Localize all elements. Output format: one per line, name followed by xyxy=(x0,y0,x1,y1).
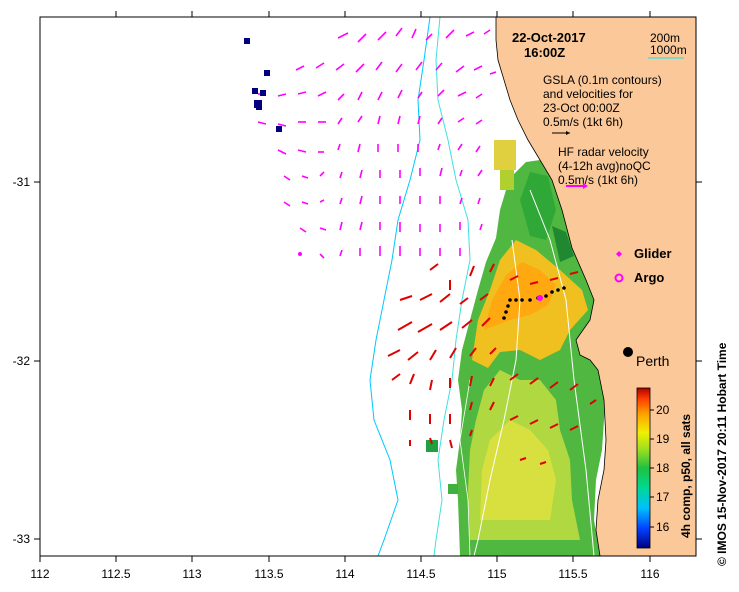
colorbar-ticks xyxy=(650,409,654,528)
y-tick-label: -32 xyxy=(13,354,31,368)
axis-ticks xyxy=(34,11,702,562)
gsla-vectors xyxy=(387,263,597,465)
x-tick-label: 115.5 xyxy=(558,567,587,581)
sst-field xyxy=(426,140,606,556)
perth-label: Perth xyxy=(636,353,669,369)
glider-legend-marker xyxy=(616,251,622,257)
credit-label: © IMOS 15-Nov-2017 20:11 Hobart Time xyxy=(715,342,729,566)
gsla-contour xyxy=(473,239,521,556)
gsla-legend-line: 0.5m/s (1kt 6h) xyxy=(543,115,623,129)
gsla-legend-line: GSLA (0.1m contours) xyxy=(543,73,662,87)
gsla-contour xyxy=(459,379,471,556)
x-tick-label: 115 xyxy=(487,567,506,581)
colorbar-tick-label: 20 xyxy=(656,403,670,417)
colorbar-tick-label: 16 xyxy=(656,520,670,534)
hf-legend-arrow xyxy=(566,183,588,189)
x-tick-label: 114 xyxy=(335,567,354,581)
y-tick-label: -33 xyxy=(13,532,31,546)
x-tick-label: 112.5 xyxy=(101,567,130,581)
perth-marker xyxy=(623,347,633,357)
hf-legend-line: HF radar velocity xyxy=(558,145,649,159)
colorbar xyxy=(636,387,651,549)
isobath-1000-label: 1000m xyxy=(650,43,687,57)
date-label: 22-Oct-2017 xyxy=(512,30,586,45)
isobath-200m xyxy=(369,17,431,556)
time-label: 16:00Z xyxy=(524,45,565,60)
colorbar-tick-label: 17 xyxy=(656,490,670,504)
glider-legend-label: Glider xyxy=(634,246,672,261)
colorbar-tick-label: 18 xyxy=(656,461,670,475)
gsla-legend-line: and velocities for xyxy=(543,87,633,101)
x-tick-label: 114.5 xyxy=(406,567,435,581)
argo-legend-label: Argo xyxy=(634,270,664,285)
hf-radar-vectors xyxy=(257,27,497,259)
colorbar-tick-label: 19 xyxy=(656,432,670,446)
isobath-200-label: 200m xyxy=(650,31,680,45)
hf-legend-line: 0.5m/s (1kt 6h) xyxy=(558,173,638,187)
x-tick-label: 113 xyxy=(182,567,201,581)
y-tick-label: -31 xyxy=(13,175,31,189)
colorbar-title: 4h comp, p50, all sats xyxy=(679,414,693,538)
x-tick-label: 116 xyxy=(640,567,659,581)
plot-frame xyxy=(39,16,697,557)
glider-position xyxy=(537,295,543,301)
hf-legend-line: (4-12h avg)noQC xyxy=(558,159,651,173)
argo-legend-marker xyxy=(614,273,624,283)
x-tick-label: 113.5 xyxy=(254,567,283,581)
x-tick-label: 112 xyxy=(30,567,49,581)
argo-floats xyxy=(244,38,282,132)
isobath-1000m xyxy=(433,17,471,556)
gsla-legend-line: 23-Oct 00:00Z xyxy=(543,101,620,115)
gsla-contour xyxy=(529,189,595,556)
gsla-legend-arrow xyxy=(552,131,570,135)
